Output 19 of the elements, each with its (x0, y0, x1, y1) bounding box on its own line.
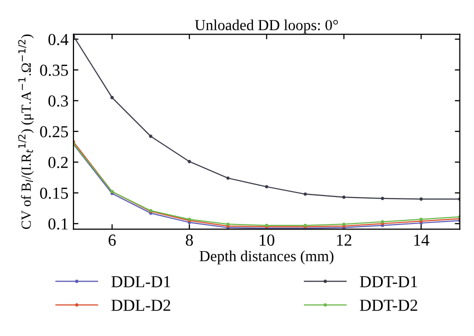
chart-title: Unloaded DD loops: 0° (194, 20, 338, 34)
text: CV of B$_{l}$/(I.R$_{t}$$^{1/2}$) (μT.A$^{−1}$.Ω$^{−1/2}$) (18, 34, 34, 229)
y-tick-label: 0.15 (40, 188, 68, 199)
x-tick-label: 8 (186, 234, 193, 246)
legend-label: DDT-D2 (360, 300, 418, 311)
y-tick-label: 0.35 (40, 64, 68, 76)
y-tick-label: 0.1 (48, 218, 68, 230)
legend-label: DDL-D2 (111, 300, 170, 311)
x-tick-label: 6 (108, 234, 116, 246)
y-tick-label: 0.2 (48, 156, 68, 168)
x-tick-label: 14 (414, 234, 430, 246)
legend-label: DDL-D1 (111, 276, 170, 288)
x-tick-label: 10 (260, 234, 274, 246)
y-tick-label: 0.25 (40, 126, 68, 138)
x-axis-title: Depth distances (mm) (200, 250, 334, 264)
y-tick-label: 0.4 (48, 34, 68, 46)
legend-label: DDT-D1 (360, 276, 418, 288)
y-tick-label: 0.3 (48, 95, 68, 107)
x-tick-label: 12 (337, 234, 352, 246)
